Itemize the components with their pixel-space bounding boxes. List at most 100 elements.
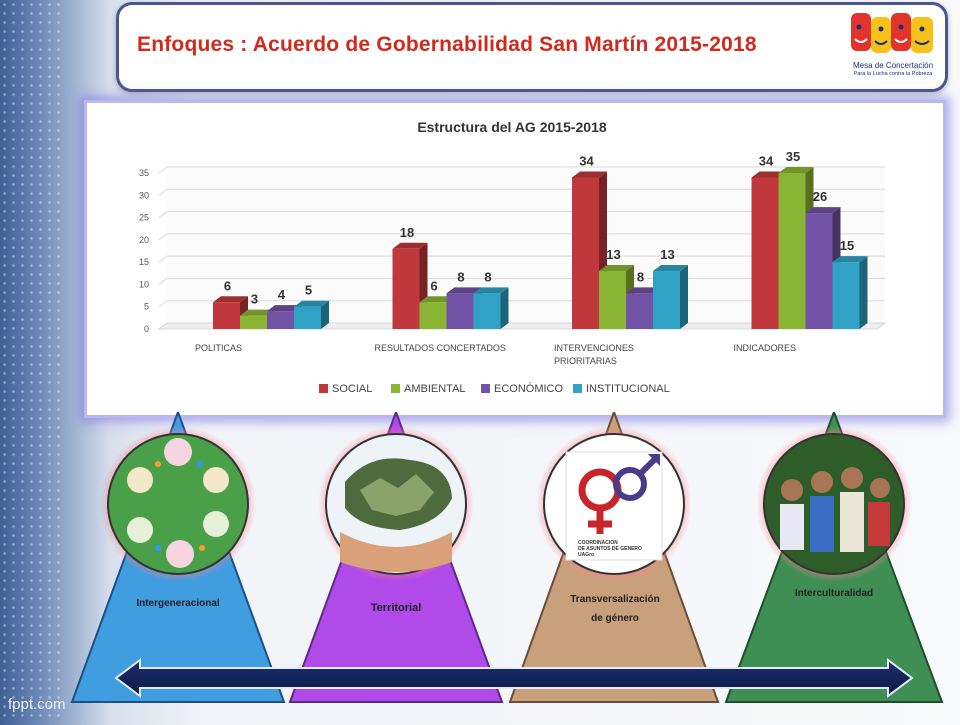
bar-side (859, 256, 868, 329)
bar-institucional (653, 271, 680, 329)
legend-swatch (391, 384, 400, 393)
y-tick-label: 10 (139, 279, 149, 289)
bar-top (473, 287, 509, 294)
y-tick-label: 30 (139, 190, 149, 200)
bar-top (751, 171, 787, 178)
bar-top (213, 296, 248, 303)
enfoques-graphic: COORDINACION DE ASUNTOS DE GENERO UAGro (70, 409, 944, 703)
bar-ambiental (599, 271, 626, 329)
background-dots (0, 0, 60, 720)
data-label: 15 (840, 238, 854, 253)
enfoque-label-genero: Transversalización de género (550, 590, 680, 628)
enfoque-label-interculturalidad: Interculturalidad (794, 588, 874, 599)
y-tick-label: 35 (139, 168, 149, 178)
legend-swatch (481, 384, 490, 393)
enfoque-label-intergeneracional: Intergeneracional (136, 598, 220, 609)
bar-top (294, 300, 329, 307)
bar-social (751, 177, 779, 329)
bar-top (599, 265, 634, 272)
legend-label: AMBIENTAL (404, 383, 466, 395)
data-label: 5 (305, 283, 312, 298)
data-label: 13 (606, 247, 620, 262)
bar-económico (805, 213, 833, 329)
gridline (158, 211, 885, 218)
legend-swatch (319, 384, 328, 393)
data-label: 6 (430, 278, 437, 293)
x-tick-label: PRIORITARIAS (554, 356, 617, 366)
bar-side (500, 287, 509, 329)
bar-top (446, 287, 482, 294)
data-label: 13 (660, 247, 674, 262)
map-in-hands-icon (340, 458, 452, 572)
enfoque-label-genero-line1: Transversalización (570, 594, 660, 605)
bar-ambiental (419, 302, 447, 329)
chart-panel: Estructura del AG 2015-2018 0 5 10 15 20 25 30 3… (84, 100, 946, 418)
bar-institucional (294, 306, 321, 329)
gender-logo-line3: UAGro (578, 552, 594, 558)
y-tick-label: 0 (144, 324, 149, 334)
bar-institucional (832, 262, 860, 329)
data-label: 34 (759, 153, 774, 168)
bar-top (267, 305, 302, 312)
bar-social (572, 177, 599, 329)
bar-side (321, 300, 329, 329)
gender-logo-line1: COORDINACION (578, 540, 618, 546)
gender-logo-line2: DE ASUNTOS DE GENERO (578, 546, 642, 552)
bar-ambiental (240, 315, 267, 329)
faces-logo-icon (851, 13, 933, 53)
bar-top (240, 309, 275, 316)
data-label: 8 (637, 269, 644, 284)
legend-label: ECONÓMICO (494, 382, 564, 395)
bar-económico (626, 293, 653, 329)
bar-chart: Estructura del AG 2015-2018 0 5 10 15 20 25 30 3… (139, 119, 887, 395)
data-label: 8 (484, 269, 491, 284)
bar-top (392, 242, 428, 249)
data-label: 6 (224, 278, 231, 293)
bar-social (392, 248, 420, 329)
y-tick-label: 20 (139, 235, 149, 245)
x-tick-label: RESULTADOS CONCERTADOS (375, 343, 506, 353)
mesa-concertacion-logo: Mesa de Concertación Para la Lucha contr… (847, 9, 939, 83)
bar-social (213, 302, 240, 329)
enfoque-label-genero-line2: de género (591, 613, 639, 624)
bar-top (778, 167, 814, 173)
logo-name: Mesa de Concertación (852, 61, 934, 70)
double-arrow-icon (114, 658, 914, 698)
data-label: 34 (579, 153, 594, 168)
x-tick-label: INTERVENCIONES (554, 343, 634, 353)
bar-top (419, 296, 455, 303)
chart-back-wall (167, 167, 885, 323)
data-label: 26 (813, 189, 827, 204)
bar-top (832, 256, 868, 263)
x-tick-label: POLITICAS (195, 343, 242, 353)
logo-tagline: Para la Lucha contra la Pobreza (853, 71, 933, 77)
gridline (158, 188, 885, 196)
watermark: fppt.com (8, 696, 66, 713)
enfoques-section: COORDINACION DE ASUNTOS DE GENERO UAGro … (0, 409, 960, 720)
data-label: 35 (786, 149, 800, 164)
y-tick-label: 15 (139, 257, 149, 267)
bar-top (626, 287, 661, 294)
data-label: 4 (278, 287, 286, 302)
enfoque-label-territorial: Territorial (370, 602, 422, 614)
bar-top (572, 171, 607, 178)
slide-title: Enfoques : Acuerdo de Gobernabilidad San… (137, 33, 757, 56)
bar-side (680, 265, 688, 329)
gridline (158, 255, 885, 263)
gridline (158, 166, 885, 174)
legend-label: INSTITUCIONAL (586, 383, 670, 395)
bar-top (805, 207, 841, 214)
bar-institucional (473, 293, 501, 329)
family-cartoons-icon (127, 438, 229, 568)
legend-label: SOCIAL (332, 383, 372, 395)
y-tick-label: 25 (139, 213, 149, 223)
gridline (158, 233, 885, 241)
bar-ambiental (778, 173, 806, 329)
gender-symbols-icon: COORDINACION DE ASUNTOS DE GENERO UAGro (565, 451, 663, 561)
indigenous-people-icon (780, 467, 890, 552)
data-label: 18 (400, 225, 414, 240)
bar-económico (267, 311, 294, 329)
bar-top (653, 265, 688, 272)
x-tick-label: INDICADORES (734, 343, 797, 353)
data-label: 3 (251, 292, 258, 307)
